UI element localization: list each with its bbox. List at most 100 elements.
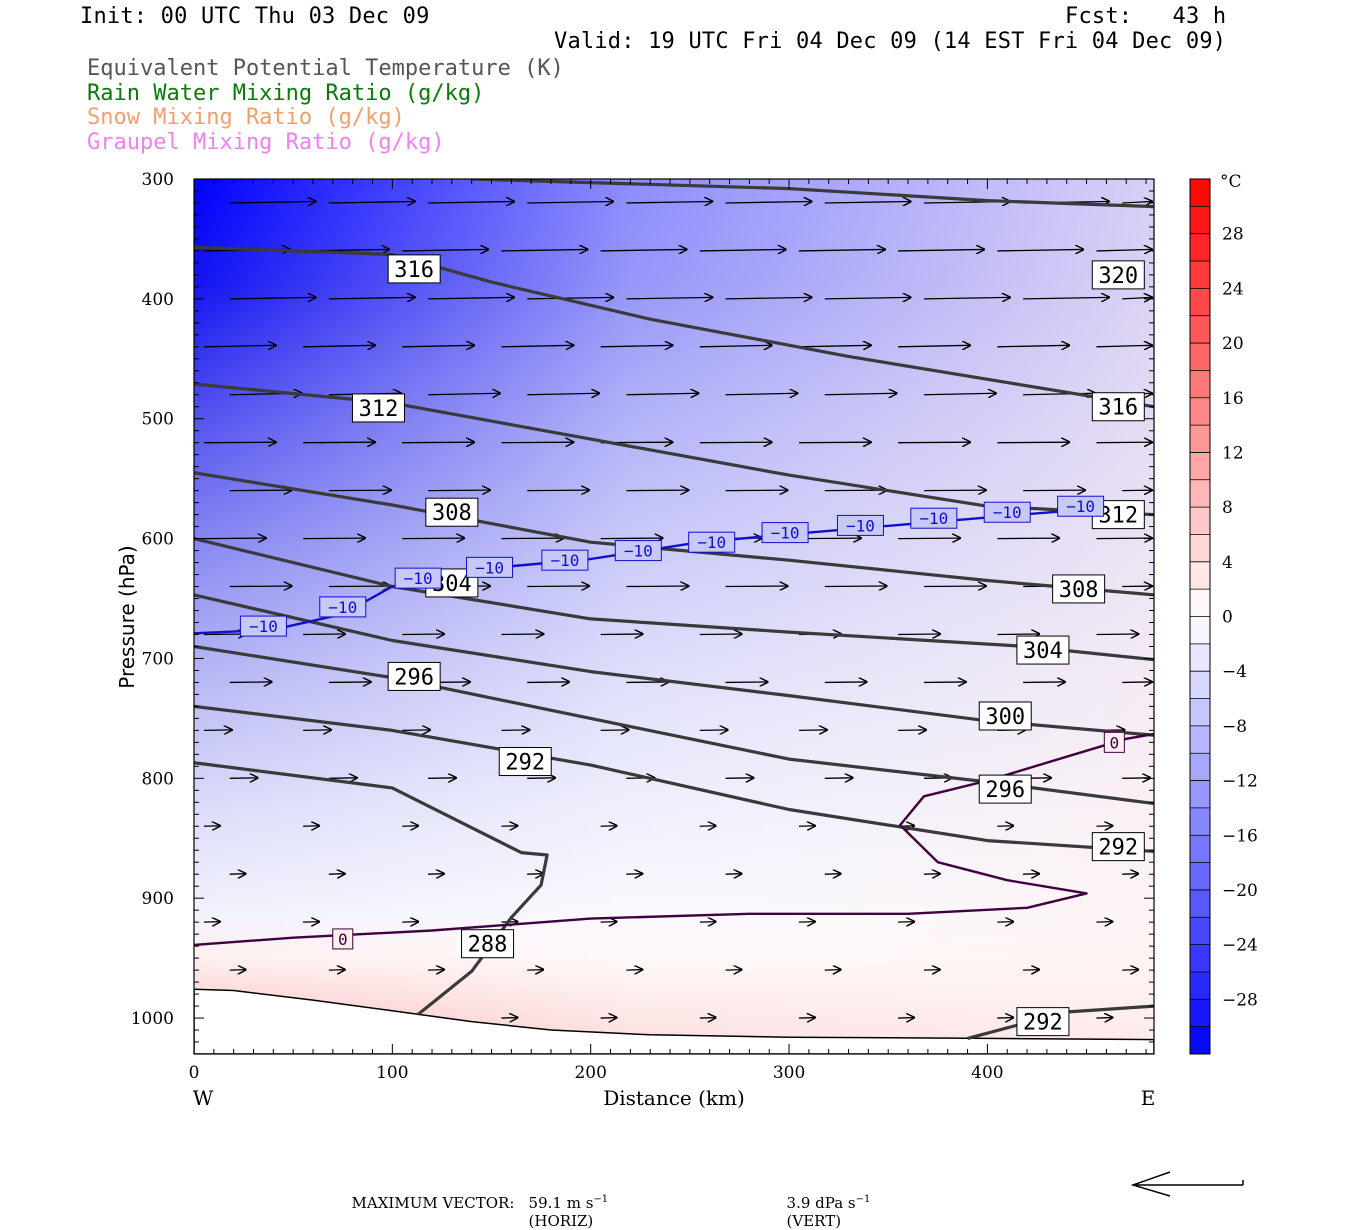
wind-vector (725, 393, 798, 395)
wind-vector (428, 201, 514, 203)
wind-vector (699, 634, 742, 635)
x-end-label-east: E (1141, 1086, 1156, 1110)
wind-vector (898, 922, 914, 923)
wind-vector (1122, 682, 1152, 683)
wind-vector (923, 874, 940, 875)
wind-vector (600, 634, 643, 635)
init-time: Init: 00 UTC Thu 03 Dec 09 (80, 4, 430, 29)
wind-vector (997, 922, 1013, 923)
wind-vector (626, 201, 712, 203)
theta-e-label: 296 (985, 778, 1025, 803)
wind-vector (824, 778, 853, 779)
theta-e-contour-316 (194, 245, 1154, 409)
theta-e-label-box (425, 497, 479, 527)
colorbar-tick-label: 24 (1222, 279, 1244, 299)
wind-vector (203, 826, 220, 827)
wind-vector (725, 970, 742, 971)
colorbar-tick-label: −28 (1222, 990, 1258, 1010)
colorbar-band (1190, 343, 1210, 371)
wind-vector (402, 538, 464, 539)
colorbar-band (1190, 261, 1210, 289)
isotherm-label-box (239, 615, 287, 637)
colorbar-tick-label: −12 (1222, 772, 1258, 792)
colorbar-tick-label: −20 (1222, 881, 1258, 901)
theta-e-label: 292 (505, 751, 545, 776)
isotherm-label: −10 (550, 551, 579, 570)
colorbar-tick-label: 8 (1222, 498, 1233, 518)
wind-vector (798, 730, 827, 731)
colorbar-band (1190, 835, 1210, 864)
wind-vector (402, 442, 474, 443)
theta-e-label: 300 (985, 705, 1025, 730)
isotherm-label-box (332, 928, 354, 950)
colorbar-band (1190, 1026, 1210, 1055)
wind-vector (600, 730, 629, 731)
isotherm-label-box (688, 531, 736, 553)
theta-e-label-box (387, 254, 441, 284)
colorbar-band (1190, 179, 1210, 207)
wind-vector (1096, 538, 1152, 539)
wind-vector (600, 826, 617, 827)
colorbar-tick-label: −16 (1222, 826, 1258, 846)
isotherm-label: −10 (328, 598, 357, 617)
y-tick-label: 600 (142, 530, 174, 550)
wind-vector (203, 442, 276, 443)
isotherm-label-box (836, 514, 884, 536)
wind-vector (600, 922, 617, 923)
wind-vector (923, 586, 986, 587)
colorbar-band (1190, 397, 1210, 426)
wind-vector (898, 345, 970, 347)
wind-vector (1122, 201, 1152, 203)
colorbar-band (1190, 452, 1210, 481)
wind-vector (798, 345, 871, 347)
wind-vector (428, 778, 456, 779)
wind-vector (328, 970, 345, 971)
x-tick-label: 400 (971, 1063, 1003, 1083)
wind-vector (997, 634, 1039, 635)
isotherm-label: 0 (1110, 733, 1120, 752)
wind-vector (328, 490, 391, 491)
theta-e-label-box (498, 747, 552, 777)
wind-vector (626, 297, 712, 299)
wind-vector (303, 634, 345, 635)
colorbar-band (1190, 698, 1210, 727)
colorbar-band (1190, 479, 1210, 508)
wind-vector (328, 682, 371, 683)
wind-vector (402, 730, 430, 731)
horiz-value: 59.1 m s (528, 1194, 594, 1212)
wind-vector (898, 538, 960, 539)
wind-vector (824, 201, 911, 203)
y-tick-label: 500 (142, 410, 174, 430)
wind-vector (626, 393, 698, 395)
wind-vector (600, 1018, 617, 1019)
isotherm-label-box (761, 522, 809, 544)
theta-e-label: 308 (432, 501, 472, 526)
isotherm-label: −10 (475, 558, 504, 577)
isotherm-label: −10 (919, 509, 948, 528)
y-axis-title: Pressure (hPa) (115, 545, 139, 688)
wind-vector (699, 730, 728, 731)
wind-vector (725, 586, 788, 587)
wind-vector (824, 874, 841, 875)
cross-section-chart: 3203163163123123083083043043002962962922… (115, 170, 1258, 1197)
wind-vector (328, 586, 391, 587)
wind-vector (1023, 682, 1065, 683)
wind-vector (699, 249, 786, 251)
wind-vector (923, 490, 986, 491)
wind-vector (527, 393, 599, 395)
wind-vector (997, 345, 1069, 347)
colorbar-band (1190, 315, 1210, 344)
theta-e-label: 316 (1098, 396, 1138, 421)
wind-vector (699, 826, 716, 827)
wind-vector (501, 634, 543, 635)
wind-vector (402, 634, 444, 635)
theta-e-label: 316 (394, 258, 434, 283)
wind-vector (1096, 826, 1112, 827)
theta-e-label: 312 (359, 397, 399, 422)
theta-e-label-box (978, 701, 1032, 731)
isotherm-label: −10 (697, 533, 726, 552)
colorbar-band (1190, 889, 1210, 918)
wind-vector (725, 778, 754, 779)
wind-vector (1096, 442, 1152, 443)
wind-vector (626, 970, 642, 971)
